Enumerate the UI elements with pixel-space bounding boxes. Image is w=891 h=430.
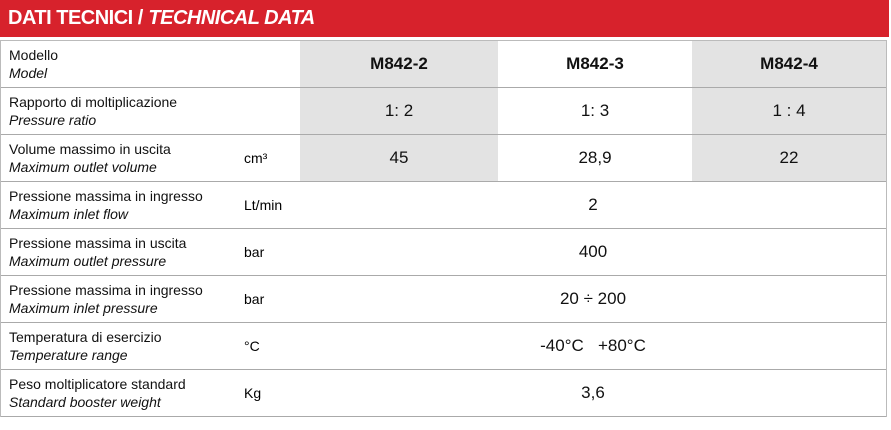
unit: bar bbox=[244, 291, 265, 307]
unit: cm³ bbox=[244, 150, 268, 166]
value-cell: M842-2 bbox=[300, 41, 498, 87]
label-it: Peso moltiplicatore standard bbox=[9, 376, 186, 392]
table-row: Peso moltiplicatore standard Standard boo… bbox=[1, 370, 886, 417]
label-en: Temperature range bbox=[9, 347, 128, 363]
value-cell: 45 bbox=[300, 135, 498, 181]
table-row: Pressione massima in ingresso Maximum inl… bbox=[1, 276, 886, 323]
value-cell: 28,9 bbox=[578, 148, 612, 167]
value-cell: 1: 2 bbox=[300, 88, 498, 134]
table-row: Temperatura di esercizio Temperature rang… bbox=[1, 323, 886, 370]
unit: Lt/min bbox=[244, 197, 283, 213]
title: DATI TECNICI / bbox=[8, 7, 143, 29]
label-en: Model bbox=[9, 65, 48, 81]
label-en: Standard booster weight bbox=[9, 394, 161, 410]
value-cell: 1 : 4 bbox=[692, 88, 886, 134]
unit: bar bbox=[244, 244, 265, 260]
label-it: Pressione massima in ingresso bbox=[9, 282, 203, 298]
row-label: Pressione massima in ingresso Maximum inl… bbox=[9, 187, 203, 223]
label-it: Pressione massima in uscita bbox=[9, 235, 187, 251]
table: Modello Model M842-2 M842-3 M842-4 Rapporto d… bbox=[0, 40, 887, 417]
row-label: Temperatura di esercizio Temperature rang… bbox=[9, 328, 162, 364]
label-en: Pressure ratio bbox=[9, 112, 97, 128]
table-row: Modello Model M842-2 M842-3 M842-4 bbox=[1, 41, 886, 88]
header-bar: DATI TECNICI / TECHNICAL DATA bbox=[0, 0, 889, 37]
row-label: Pressione massima in ingresso Maximum inl… bbox=[9, 281, 203, 317]
label-it: Modello bbox=[9, 47, 59, 63]
title-en: TECHNICAL DATA bbox=[148, 7, 315, 29]
label-it: Pressione massima in ingresso bbox=[9, 188, 203, 204]
label-en: Maximum inlet pressure bbox=[9, 300, 158, 316]
value-cell: -40°C +80°C bbox=[540, 336, 646, 355]
unit: °C bbox=[244, 338, 260, 354]
row-label: Peso moltiplicatore standard Standard boo… bbox=[9, 375, 186, 411]
table-row: Pressione massima in uscita Maximum outle… bbox=[1, 229, 886, 276]
value-cell: 1: 3 bbox=[580, 101, 610, 120]
unit: Kg bbox=[244, 385, 262, 401]
label-it: Volume massimo in uscita bbox=[9, 141, 171, 157]
label-en: Maximum inlet flow bbox=[9, 206, 129, 222]
label-en: Maximum outlet pressure bbox=[9, 253, 167, 269]
value-cell: 20 ÷ 200 bbox=[559, 289, 627, 308]
value-cell: 22 bbox=[692, 135, 886, 181]
value-cell: M842-3 bbox=[566, 54, 624, 73]
value-cell: 2 bbox=[588, 195, 598, 214]
label-it: Rapporto di moltiplicazione bbox=[9, 94, 178, 110]
table-row: Pressione massima in ingresso Maximum inl… bbox=[1, 182, 886, 229]
row-label: Pressione massima in uscita Maximum outle… bbox=[9, 234, 186, 270]
row-label: Rapporto di moltiplicazione Pressure rati… bbox=[9, 93, 177, 129]
value-cell: 400 bbox=[578, 242, 608, 261]
table-row: Volume massimo in uscita Maximum outlet v… bbox=[1, 135, 886, 182]
value-cell: 3,6 bbox=[581, 383, 605, 402]
table-row: Rapporto di moltiplicazione Pressure rati… bbox=[1, 88, 886, 135]
value-cell: M842-4 bbox=[692, 41, 886, 87]
row-label: Volume massimo in uscita Maximum outlet v… bbox=[9, 140, 171, 176]
row-label: Modello Model bbox=[9, 46, 58, 82]
label-en: Maximum outlet volume bbox=[9, 159, 157, 175]
label-it: Temperatura di esercizio bbox=[9, 329, 162, 345]
